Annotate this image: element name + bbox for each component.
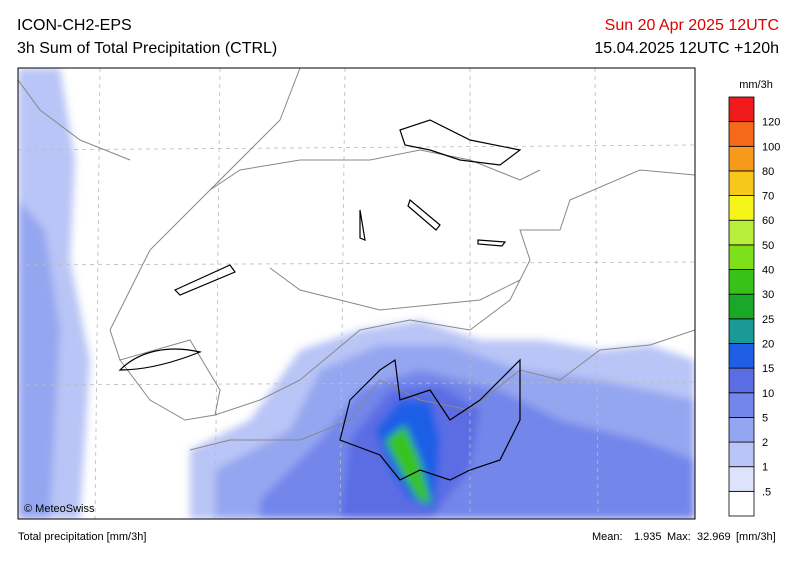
product-name: 3h Sum of Total Precipitation (CTRL) bbox=[17, 40, 277, 57]
colorbar-box bbox=[728, 269, 755, 295]
colorbar-label: 50 bbox=[762, 240, 774, 252]
precipitation-field bbox=[18, 68, 695, 519]
colorbar-box bbox=[728, 490, 755, 517]
credit: © MeteoSwiss bbox=[24, 503, 95, 515]
colorbar-label: 120 bbox=[762, 117, 780, 129]
run-time: 15.04.2025 12UTC +120h bbox=[594, 40, 779, 57]
colorbar-unit: mm/3h bbox=[739, 79, 773, 91]
map: © MeteoSwiss bbox=[18, 68, 695, 519]
colorbar-box bbox=[728, 417, 755, 443]
colorbar-box bbox=[728, 318, 755, 344]
colorbar-box bbox=[728, 219, 755, 246]
colorbar-box bbox=[728, 367, 755, 394]
colorbar-label: 2 bbox=[762, 437, 768, 449]
colorbar-box bbox=[728, 121, 755, 147]
lakes bbox=[118, 119, 522, 371]
mean-value: 1.935 bbox=[634, 531, 662, 543]
colorbar-label: 60 bbox=[762, 215, 774, 227]
colorbar-box bbox=[728, 170, 755, 196]
colorbar-label: .5 bbox=[762, 486, 771, 498]
colorbar-box bbox=[728, 195, 755, 221]
colorbar-box bbox=[728, 466, 755, 492]
footer-variable: Total precipitation [mm/3h] bbox=[18, 531, 146, 543]
borders bbox=[18, 68, 695, 451]
colorbar-label: 30 bbox=[762, 289, 774, 301]
colorbar-box bbox=[728, 293, 755, 320]
colorbar-label: 70 bbox=[762, 191, 774, 203]
colorbar-label: 1 bbox=[762, 462, 768, 474]
mean-label: Mean: bbox=[592, 531, 623, 543]
graticule bbox=[18, 68, 695, 519]
unit: [mm/3h] bbox=[736, 531, 776, 543]
map-frame bbox=[17, 67, 696, 520]
max-label: Max: bbox=[667, 531, 691, 543]
colorbar-label: 15 bbox=[762, 363, 774, 375]
colorbar-label: 5 bbox=[762, 412, 768, 424]
colorbar-label: 100 bbox=[762, 141, 780, 153]
colorbar-box bbox=[728, 343, 755, 369]
model-name: ICON-CH2-EPS bbox=[17, 17, 132, 34]
colorbar-label: 40 bbox=[762, 265, 774, 277]
max-value: 32.969 bbox=[697, 531, 731, 543]
colorbar-box bbox=[728, 145, 755, 172]
footer-stats: Mean: 1.935 Max: 32.969 [mm/3h] bbox=[592, 531, 776, 543]
colorbar-label: 25 bbox=[762, 314, 774, 326]
colorbar-label: 10 bbox=[762, 388, 774, 400]
colorbar-box bbox=[728, 392, 755, 418]
colorbar-box bbox=[728, 96, 755, 123]
colorbar-box bbox=[728, 441, 755, 468]
colorbar-label: 20 bbox=[762, 338, 774, 350]
regional-borders bbox=[339, 358, 521, 481]
valid-time: Sun 20 Apr 2025 12UTC bbox=[605, 17, 779, 34]
colorbar-label: 80 bbox=[762, 166, 774, 178]
colorbar-box bbox=[728, 244, 755, 270]
